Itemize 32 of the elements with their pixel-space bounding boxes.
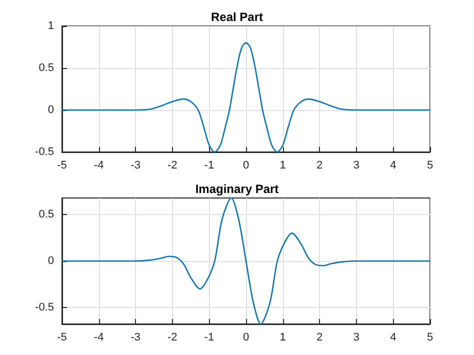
x-tick-label: -3: [130, 332, 140, 344]
x-tick-label: -1: [204, 160, 214, 172]
y-tick-label: 0: [48, 104, 54, 116]
y-tick-label: -0.5: [35, 146, 54, 158]
x-tick-label: 1: [280, 160, 286, 172]
x-tick-label: -2: [168, 332, 178, 344]
line-series: [61, 197, 431, 325]
y-tick-label: 0.5: [38, 62, 54, 74]
y-tick-label: -0.5: [35, 301, 54, 314]
x-tick-label: -3: [130, 160, 140, 172]
x-tick-label: 5: [426, 160, 434, 172]
x-tick-label: 4: [390, 160, 396, 172]
x-tick-label: 0: [242, 332, 250, 344]
y-tick-label: 1: [48, 20, 54, 32]
x-tick-label: 4: [390, 332, 396, 344]
x-tick-label: -5: [57, 332, 67, 344]
x-tick-label: 2: [316, 332, 323, 344]
x-tick-label: 1: [280, 332, 286, 344]
y-tick-label: 0.5: [38, 208, 54, 221]
x-tick-label: -2: [168, 160, 178, 172]
x-tick-label: 2: [316, 160, 323, 172]
x-tick-label: 5: [426, 332, 434, 344]
y-tick-label: 0: [48, 255, 54, 267]
x-tick-label: 0: [242, 160, 250, 172]
chart-title: Imaginary Part: [195, 182, 279, 196]
x-tick-label: -5: [57, 160, 67, 172]
x-tick-label: 3: [353, 160, 360, 172]
chart-title: Real Part: [210, 10, 264, 24]
x-tick-label: -4: [94, 332, 104, 344]
x-tick-label: -4: [94, 160, 104, 172]
x-tick-label: -1: [204, 332, 214, 344]
x-tick-label: 3: [353, 332, 360, 344]
